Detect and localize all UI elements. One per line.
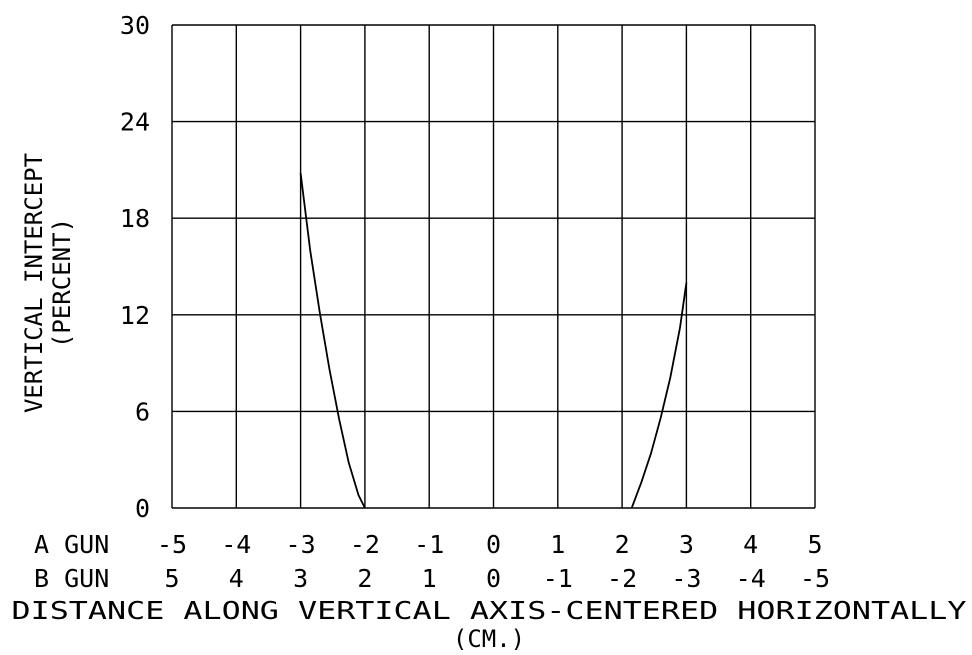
y-tick-labels: 0 6 12 18 24 30 [120, 11, 150, 523]
y-axis-label: VERTICAL INTERCEPT (PERCENT) [20, 153, 76, 413]
y-axis-label-line2: (PERCENT) [48, 218, 76, 348]
x-tick-label: 0 [486, 530, 501, 559]
y-tick-label: 6 [135, 397, 150, 426]
x-axis-label-line1: DISTANCE ALONG VERTICAL AXIS-CENTERED HO… [12, 596, 967, 625]
x-tick-label: -2 [607, 564, 637, 593]
x-tick-label: -5 [157, 530, 187, 559]
x-tick-label: 0 [486, 564, 501, 593]
y-tick-label: 24 [120, 108, 150, 137]
x-tick-label: 5 [164, 564, 179, 593]
series-line [299, 172, 366, 509]
x-tick-label: -4 [221, 530, 251, 559]
x-tick-label: -1 [543, 564, 573, 593]
x-tick-label: 2 [615, 530, 630, 559]
x-tick-label: 1 [550, 530, 565, 559]
x-tick-rows: A GUN -5 -4 -3 -2 -1 0 1 2 3 4 5 B GUN 5 4 3 2 1 0 -1 -2 -3 -4… [34, 530, 830, 593]
x-tick-label: -2 [350, 530, 380, 559]
y-tick-label: 0 [135, 494, 150, 523]
x-tick-label: -3 [286, 530, 316, 559]
y-tick-label: 12 [120, 301, 150, 330]
x-tick-label: -5 [800, 564, 830, 593]
x-row-label: A GUN [34, 530, 109, 559]
x-axis-label-line2: (CM.) [453, 625, 525, 653]
x-tick-label: 2 [357, 564, 372, 593]
x-tick-label: 3 [679, 530, 694, 559]
x-tick-label: -1 [414, 530, 444, 559]
x-tick-label: -3 [671, 564, 701, 593]
y-axis-label-line1: VERTICAL INTERCEPT [20, 153, 48, 413]
grid [171, 24, 816, 509]
x-tick-label: 3 [293, 564, 308, 593]
y-tick-label: 30 [120, 11, 150, 40]
x-tick-label: 4 [743, 530, 758, 559]
x-tick-label: -4 [736, 564, 766, 593]
y-tick-label: 18 [120, 204, 150, 233]
x-tick-label: 4 [229, 564, 244, 593]
series-line [630, 282, 688, 509]
curves [299, 172, 688, 509]
x-tick-label: 1 [422, 564, 437, 593]
x-row-label: B GUN [34, 564, 109, 593]
x-tick-label: 5 [807, 530, 822, 559]
